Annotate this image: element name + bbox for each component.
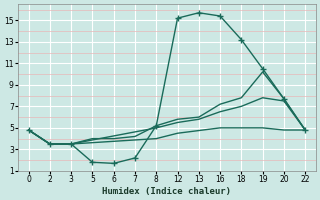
X-axis label: Humidex (Indice chaleur): Humidex (Indice chaleur) <box>102 187 231 196</box>
